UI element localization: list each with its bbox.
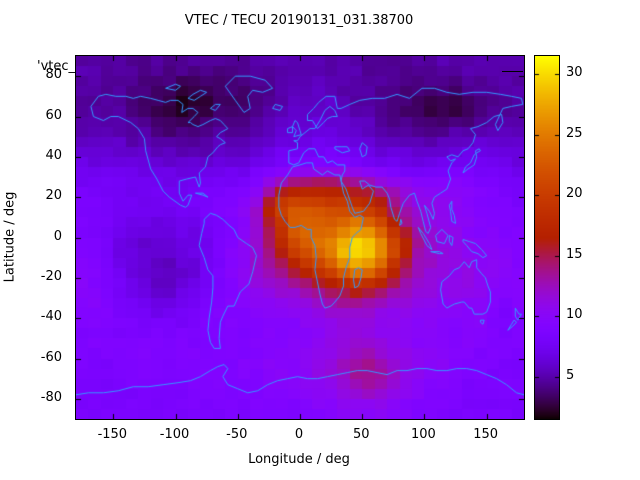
tec-heatmap-canvas [76, 56, 524, 419]
y-tick-label: 60 [45, 107, 62, 123]
key-sample-line [502, 71, 523, 72]
colorbar-tick-label: 30 [566, 65, 583, 81]
colorbar-tick-label: 20 [566, 186, 583, 202]
key-label: 'vtec_ [37, 59, 76, 74]
colorbar-canvas [535, 56, 559, 419]
y-axis-label: Latitude / deg [2, 191, 18, 283]
colorbar-tick-label: 5 [566, 367, 575, 383]
x-tick-label: -50 [226, 427, 248, 442]
y-tick-label: -80 [40, 389, 62, 405]
plot-title: VTEC / TECU 20190131_031.38700 [184, 13, 414, 28]
colorbar-tick-label: 25 [566, 125, 583, 141]
y-tick-label: -40 [40, 309, 62, 325]
x-axis-label: Longitude / deg [248, 452, 350, 467]
plot-area [75, 55, 525, 420]
x-tick-label: -150 [97, 427, 128, 442]
y-tick-label: 80 [45, 67, 62, 83]
y-tick-label: 0 [53, 228, 62, 244]
colorbar-tick-label: 10 [566, 307, 583, 323]
colorbar-tick-label: 15 [566, 246, 583, 262]
colorbar [534, 55, 560, 420]
x-tick-label: 150 [473, 427, 499, 442]
y-tick-label: 20 [45, 188, 62, 204]
y-tick-label: 40 [45, 147, 62, 163]
x-tick-label: 50 [352, 427, 370, 442]
y-tick-label: -60 [40, 349, 62, 365]
x-tick-label: 100 [411, 427, 436, 442]
x-tick-label: 0 [294, 427, 304, 442]
y-tick-label: -20 [40, 268, 62, 284]
x-tick-label: -100 [159, 427, 190, 442]
